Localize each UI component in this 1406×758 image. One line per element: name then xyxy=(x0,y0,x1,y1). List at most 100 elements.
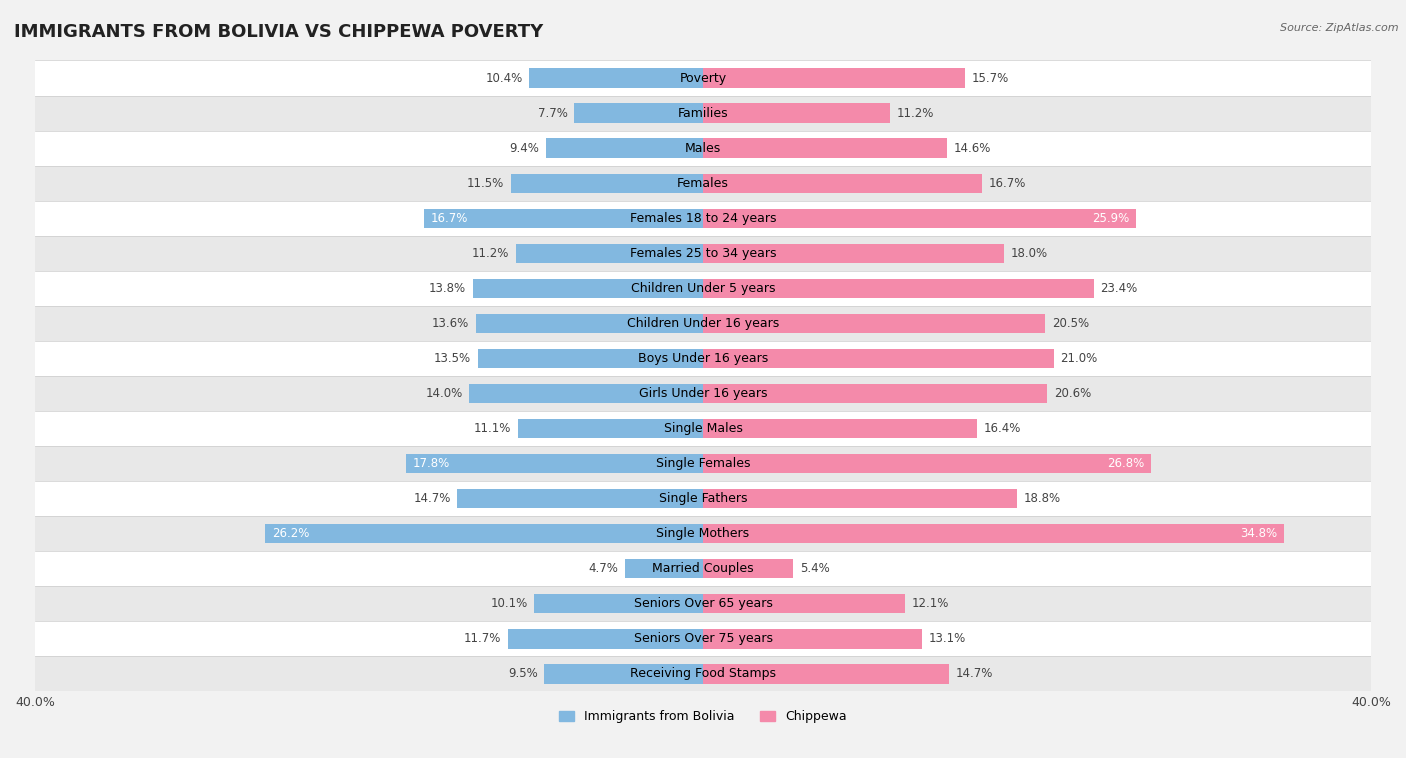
Bar xyxy=(544,664,703,684)
Bar xyxy=(529,68,703,88)
Text: 9.5%: 9.5% xyxy=(508,668,537,681)
Bar xyxy=(703,349,1053,368)
Bar xyxy=(534,594,703,613)
Text: 12.1%: 12.1% xyxy=(911,597,949,610)
Bar xyxy=(546,139,703,158)
Bar xyxy=(35,551,1371,587)
Text: 23.4%: 23.4% xyxy=(1101,282,1137,295)
Bar xyxy=(35,61,1371,96)
Bar xyxy=(508,629,703,649)
Bar xyxy=(457,489,703,509)
Text: 13.6%: 13.6% xyxy=(432,317,470,330)
Text: 10.4%: 10.4% xyxy=(485,71,523,84)
Bar xyxy=(475,314,703,333)
Bar xyxy=(35,481,1371,516)
Text: Families: Families xyxy=(678,107,728,120)
Text: 14.0%: 14.0% xyxy=(425,387,463,400)
Bar xyxy=(35,236,1371,271)
Bar xyxy=(35,376,1371,411)
Text: Poverty: Poverty xyxy=(679,71,727,84)
Text: 34.8%: 34.8% xyxy=(1240,528,1278,540)
Text: 21.0%: 21.0% xyxy=(1060,352,1098,365)
Text: Single Mothers: Single Mothers xyxy=(657,528,749,540)
Bar xyxy=(266,524,703,543)
Bar xyxy=(703,629,922,649)
Text: Source: ZipAtlas.com: Source: ZipAtlas.com xyxy=(1281,23,1399,33)
Bar xyxy=(516,243,703,263)
Text: Boys Under 16 years: Boys Under 16 years xyxy=(638,352,768,365)
Text: 14.6%: 14.6% xyxy=(953,142,991,155)
Text: Married Couples: Married Couples xyxy=(652,562,754,575)
Text: 18.0%: 18.0% xyxy=(1011,247,1047,260)
Bar xyxy=(703,243,1004,263)
Bar xyxy=(575,103,703,123)
Bar xyxy=(703,559,793,578)
Bar xyxy=(35,306,1371,341)
Text: 16.7%: 16.7% xyxy=(430,211,468,224)
Text: 16.4%: 16.4% xyxy=(984,422,1021,435)
Text: 14.7%: 14.7% xyxy=(413,492,451,505)
Bar xyxy=(624,559,703,578)
Text: 18.8%: 18.8% xyxy=(1024,492,1060,505)
Text: 13.8%: 13.8% xyxy=(429,282,465,295)
Text: Children Under 5 years: Children Under 5 years xyxy=(631,282,775,295)
Text: 20.6%: 20.6% xyxy=(1053,387,1091,400)
Bar xyxy=(35,656,1371,691)
Text: 7.7%: 7.7% xyxy=(538,107,568,120)
Text: 4.7%: 4.7% xyxy=(588,562,617,575)
Text: 9.4%: 9.4% xyxy=(509,142,540,155)
Bar xyxy=(703,524,1284,543)
Text: 20.5%: 20.5% xyxy=(1052,317,1090,330)
Bar xyxy=(703,489,1017,509)
Bar xyxy=(703,384,1047,403)
Bar xyxy=(35,166,1371,201)
Bar xyxy=(703,314,1046,333)
Bar xyxy=(35,411,1371,446)
Bar xyxy=(703,68,965,88)
Text: Females 18 to 24 years: Females 18 to 24 years xyxy=(630,211,776,224)
Text: Single Fathers: Single Fathers xyxy=(659,492,747,505)
Text: 14.7%: 14.7% xyxy=(955,668,993,681)
Text: 11.1%: 11.1% xyxy=(474,422,510,435)
Text: 26.2%: 26.2% xyxy=(273,528,309,540)
Text: Seniors Over 75 years: Seniors Over 75 years xyxy=(634,632,772,645)
Bar xyxy=(35,622,1371,656)
Text: Males: Males xyxy=(685,142,721,155)
Bar xyxy=(517,419,703,438)
Bar xyxy=(472,279,703,298)
Bar xyxy=(510,174,703,193)
Bar xyxy=(35,516,1371,551)
Text: 5.4%: 5.4% xyxy=(800,562,830,575)
Text: Girls Under 16 years: Girls Under 16 years xyxy=(638,387,768,400)
Text: Children Under 16 years: Children Under 16 years xyxy=(627,317,779,330)
Bar xyxy=(703,454,1150,473)
Text: 10.1%: 10.1% xyxy=(491,597,527,610)
Bar xyxy=(35,201,1371,236)
Text: 16.7%: 16.7% xyxy=(988,177,1026,190)
Text: Females: Females xyxy=(678,177,728,190)
Bar xyxy=(703,103,890,123)
Text: Single Females: Single Females xyxy=(655,457,751,470)
Text: Seniors Over 65 years: Seniors Over 65 years xyxy=(634,597,772,610)
Text: 11.2%: 11.2% xyxy=(472,247,509,260)
Text: 13.1%: 13.1% xyxy=(928,632,966,645)
Text: 17.8%: 17.8% xyxy=(412,457,450,470)
Text: Females 25 to 34 years: Females 25 to 34 years xyxy=(630,247,776,260)
Text: 25.9%: 25.9% xyxy=(1091,211,1129,224)
Bar xyxy=(35,271,1371,306)
Bar xyxy=(35,96,1371,130)
Bar xyxy=(425,208,703,228)
Bar xyxy=(703,174,981,193)
Bar xyxy=(703,208,1136,228)
Bar xyxy=(35,587,1371,622)
Bar xyxy=(35,446,1371,481)
Text: IMMIGRANTS FROM BOLIVIA VS CHIPPEWA POVERTY: IMMIGRANTS FROM BOLIVIA VS CHIPPEWA POVE… xyxy=(14,23,543,41)
Text: 11.7%: 11.7% xyxy=(464,632,501,645)
Bar xyxy=(703,419,977,438)
Legend: Immigrants from Bolivia, Chippewa: Immigrants from Bolivia, Chippewa xyxy=(560,710,846,723)
Text: 11.2%: 11.2% xyxy=(897,107,934,120)
Text: 13.5%: 13.5% xyxy=(433,352,471,365)
Bar xyxy=(35,341,1371,376)
Bar xyxy=(478,349,703,368)
Text: 15.7%: 15.7% xyxy=(972,71,1010,84)
